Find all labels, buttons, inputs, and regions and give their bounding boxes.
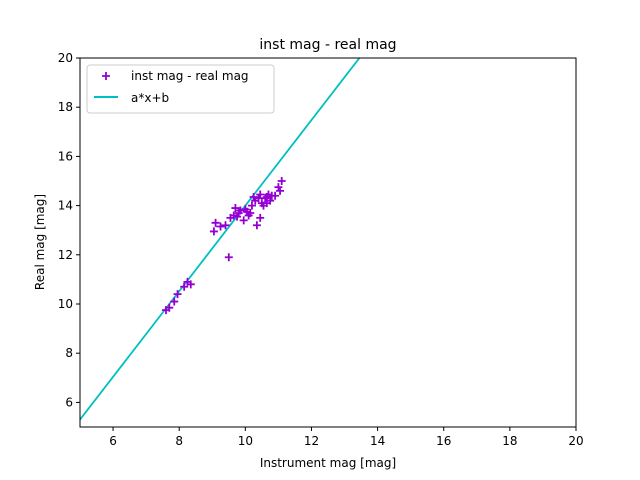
data-point bbox=[249, 192, 258, 201]
data-point bbox=[234, 208, 243, 217]
data-point bbox=[277, 177, 286, 185]
data-point bbox=[170, 297, 179, 306]
data-point bbox=[173, 290, 182, 299]
y-tick-label: 6 bbox=[65, 395, 73, 409]
legend: inst mag - real mag a*x+b bbox=[86, 64, 275, 114]
data-point bbox=[186, 280, 195, 289]
y-tick-label: 18 bbox=[58, 100, 73, 114]
y-tick-label: 16 bbox=[58, 149, 73, 163]
data-point bbox=[233, 212, 242, 221]
data-point bbox=[252, 221, 261, 230]
plot-area bbox=[80, 58, 576, 427]
y-tick-label: 10 bbox=[58, 297, 73, 311]
x-tick-label: 16 bbox=[436, 434, 451, 448]
data-point bbox=[216, 222, 225, 231]
data-point bbox=[256, 213, 265, 222]
data-point bbox=[221, 221, 230, 230]
y-tick-label: 14 bbox=[58, 199, 73, 213]
data-point bbox=[274, 183, 283, 192]
data-point bbox=[271, 191, 280, 200]
x-tick-label: 14 bbox=[370, 434, 385, 448]
data-point bbox=[209, 227, 218, 236]
x-tick-label: 18 bbox=[502, 434, 517, 448]
data-point bbox=[276, 186, 285, 195]
x-tick-label: 8 bbox=[175, 434, 183, 448]
legend-label-scatter: inst mag - real mag bbox=[131, 69, 249, 83]
y-axis: 6 8 10 12 14 16 18 20 bbox=[58, 51, 80, 409]
data-point bbox=[165, 303, 174, 312]
fit-line bbox=[80, 58, 361, 421]
data-point bbox=[262, 192, 271, 201]
data-point bbox=[224, 253, 233, 262]
y-tick-label: 20 bbox=[58, 51, 73, 65]
data-point bbox=[247, 201, 256, 210]
legend-box bbox=[86, 64, 275, 114]
legend-label-line: a*x+b bbox=[131, 91, 169, 105]
x-tick-label: 10 bbox=[238, 434, 253, 448]
data-point bbox=[239, 216, 248, 225]
x-tick-label: 6 bbox=[109, 434, 117, 448]
x-tick-label: 12 bbox=[304, 434, 319, 448]
y-tick-label: 12 bbox=[58, 248, 73, 262]
x-axis: 6 8 10 12 14 16 18 20 bbox=[109, 427, 584, 448]
y-tick-label: 8 bbox=[65, 346, 73, 360]
x-axis-title: Instrument mag [mag] bbox=[260, 456, 396, 470]
data-point bbox=[246, 208, 255, 217]
data-point bbox=[256, 190, 265, 199]
data-point bbox=[211, 218, 220, 227]
data-point bbox=[231, 204, 240, 213]
y-axis-title: Real mag [mag] bbox=[33, 194, 47, 290]
plot-frame bbox=[79, 57, 577, 428]
legend-plus-icon bbox=[102, 72, 110, 80]
x-tick-label: 20 bbox=[568, 434, 583, 448]
data-point bbox=[180, 282, 189, 291]
scatter-points bbox=[161, 177, 286, 315]
legend-marker-scatter bbox=[102, 72, 110, 80]
chart-title: inst mag - real mag bbox=[259, 37, 396, 53]
fit-lines bbox=[80, 58, 361, 421]
